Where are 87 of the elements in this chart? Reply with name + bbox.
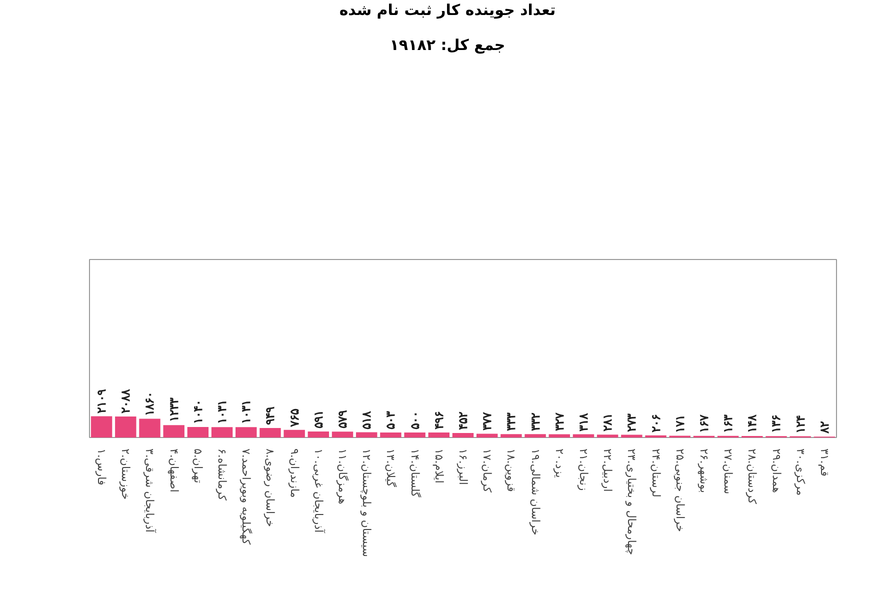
bar [236, 427, 257, 438]
bar [139, 418, 160, 438]
x-tick-label: ۲.خوزستان [119, 448, 132, 500]
bar [548, 434, 570, 438]
x-tick-label: ۲۱.زنجان [576, 448, 590, 491]
bar [404, 432, 426, 438]
x-tick-label: ۲۴.لرستان [649, 448, 662, 498]
x-tick-label: ۱۲.سیستان و بلوچستان [360, 448, 374, 557]
x-tick-label: ۳۰.مرکزی [794, 448, 807, 496]
data-label: ۳۲۷ [552, 412, 566, 432]
chart-subtitle: جمع کل: ۱۹۱۸۲ [390, 35, 506, 56]
x-tick-label: ۱۱.هرمزگان [336, 448, 350, 505]
chart-title: تعداد جوینده کار ثبت نام شده [339, 0, 556, 21]
x-tick-label: ۱۴.گلستان [408, 448, 422, 498]
bar [90, 416, 112, 438]
data-label: ۸۲ [817, 420, 832, 435]
x-tick-label: ۱۵.ایلام [432, 448, 446, 484]
bar [115, 416, 136, 438]
data-label: ۱۷۱ [672, 414, 687, 433]
data-label: ۵۹۱ [311, 410, 326, 429]
data-label: ۲۱۰۹ [94, 388, 109, 414]
x-tick-label: ۵.تهران [191, 448, 204, 484]
x-tick-label: ۳۱.قم [818, 448, 831, 476]
data-label: ۳۷۷ [480, 412, 494, 431]
bar [452, 432, 474, 438]
x-tick-label: ۲۷.سمنان [722, 448, 735, 494]
x-tick-label: ۱۰.آذربایجان غربی [312, 448, 326, 534]
data-label: ۹۴۹ [263, 406, 278, 425]
data-label: ۱۳۶ [769, 415, 784, 434]
x-tick-label: ۲۵.خراسان جنوبی [673, 448, 686, 532]
x-tick-label: ۲۰.یزد [552, 448, 566, 478]
x-tick-label: ۶.کرمانشاه [216, 448, 229, 502]
data-label: ۲۷۳ [624, 412, 639, 432]
bar [356, 432, 378, 438]
x-tick-label: ۱۸.قزوین [504, 448, 518, 492]
x-tick-label: ۱.فارس [95, 448, 108, 486]
bar [211, 427, 233, 438]
bar [621, 434, 642, 438]
x-tick-label: ۲۸.کردستان [746, 448, 759, 505]
data-label: ۱۶۷ [696, 414, 711, 433]
data-label: ۱۲۴ [793, 415, 808, 434]
data-label: ۱۰۴۰ [190, 400, 205, 424]
bar [163, 425, 184, 438]
bar [476, 434, 498, 438]
x-tick-label: ۹.مازندران [288, 448, 301, 498]
data-label: ۴۹۶ [432, 412, 446, 430]
data-label: ۲۰۶ [648, 414, 663, 432]
x-tick-label: ۱۷.کرمان [480, 448, 494, 494]
data-label: ۱۲۳۳ [166, 397, 181, 422]
data-label: ۱۰۳۱ [239, 400, 254, 424]
x-tick-label: ۱۳.گیلان [384, 448, 398, 488]
x-tick-label: ۳.آذربایجان شرقی [143, 448, 158, 534]
data-label: ۷۶۵ [287, 408, 302, 428]
bar [428, 432, 450, 438]
bar [260, 428, 281, 438]
x-tick-label: ۴.اصفهان [167, 448, 180, 492]
bar [572, 434, 594, 438]
bar [187, 427, 209, 438]
data-label: ۳۱۸ [576, 412, 590, 432]
bar [308, 432, 330, 438]
data-label: ۳۳۲ [528, 412, 542, 432]
x-tick-label: ۷.کهگیلویه وبویراحمد [240, 448, 253, 546]
data-label: ۱۶۳ [721, 414, 736, 433]
x-tick-label: ۲۹.همدان [770, 448, 783, 494]
data-label: ۵۱۸ [360, 410, 374, 430]
x-tick-label: ۱۹.خراسان شمالی [528, 448, 542, 536]
x-tick-label: ۲۶.بوشهر [697, 448, 710, 493]
data-label: ۵۰۳ [384, 410, 398, 430]
data-label: ۵۰۰ [408, 411, 422, 430]
x-tick-label: ۱۶.البرز [456, 448, 470, 485]
data-label: ۵۷۹ [336, 410, 350, 429]
bar [284, 430, 305, 438]
data-label: ۳۳۳ [504, 412, 518, 432]
data-label: ۴۵۲ [456, 410, 470, 430]
x-tick-label: ۲۳.چهارمحال و بختیاری [625, 448, 638, 556]
data-label: ۲۸۱ [600, 414, 615, 432]
x-tick-label: ۸.خراسان رضوی [264, 448, 277, 527]
bar [380, 432, 402, 438]
data-label: ۲۰۸۸ [118, 388, 133, 414]
data-label: ۱۴۸ [745, 414, 760, 434]
bar [524, 434, 546, 438]
bar [596, 434, 618, 438]
bar [500, 434, 522, 438]
bar [332, 432, 354, 438]
x-tick-label: ۲۲.اردبیل [601, 448, 614, 492]
data-label: ۱۰۳۱ [215, 400, 230, 424]
data-label: ۱۸۶۰ [142, 392, 157, 416]
